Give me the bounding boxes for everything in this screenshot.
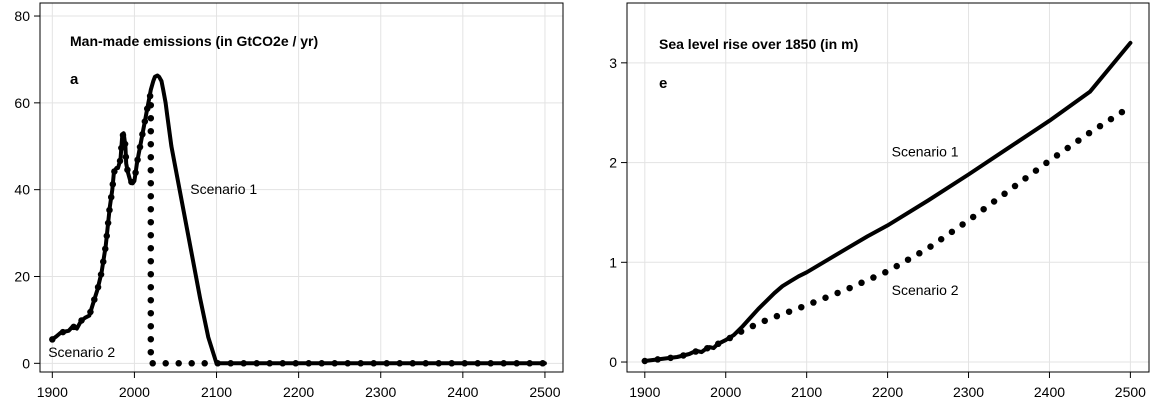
y-tick-label: 0 [609, 354, 617, 370]
emissions-series [49, 73, 549, 367]
sea-level-scenario-2-label: Scenario 2 [892, 282, 959, 298]
y-tick-label: 3 [609, 55, 617, 71]
sea-level-panel: 1900 2000 2100 2200 2300 2400 2500 0 1 2 3 Sea lev… [609, 2, 1150, 400]
x-tick-label: 1900 [37, 384, 68, 400]
x-tick-label: 2300 [953, 384, 984, 400]
emissions-scenario-1-line [50, 73, 547, 366]
emissions-panel: 1900 2000 2100 2200 2300 2400 2500 0 20 40 60 80 Ma… [14, 2, 564, 400]
emissions-scenario-2-line [49, 90, 549, 367]
x-tick-label: 2000 [119, 384, 150, 400]
y-tick-label: 20 [14, 268, 30, 284]
sea-level-series [641, 40, 1134, 365]
emissions-axes: 1900 2000 2100 2200 2300 2400 2500 0 20 40 60 80 [14, 2, 564, 400]
y-tick-label: 2 [609, 155, 617, 171]
emissions-gridlines [40, 3, 563, 372]
sea-level-scenario-2-line [641, 103, 1134, 365]
x-tick-label: 2400 [1034, 384, 1065, 400]
sea-level-chart-title: Sea level rise over 1850 (in m) [659, 36, 858, 52]
emissions-plot-frame [39, 2, 564, 373]
y-tick-label: 1 [609, 254, 617, 270]
x-tick-label: 2200 [283, 384, 314, 400]
x-tick-label: 2300 [365, 384, 396, 400]
sea-level-axes: 1900 2000 2100 2200 2300 2400 2500 0 1 2 3 [609, 2, 1150, 400]
emissions-scenario-2-label: Scenario 2 [48, 344, 115, 360]
x-tick-label: 2400 [447, 384, 478, 400]
emissions-panel-letter: a [70, 71, 79, 88]
y-tick-label: 60 [14, 95, 30, 111]
emissions-scenario-1-label: Scenario 1 [190, 181, 257, 197]
x-tick-label: 2200 [872, 384, 903, 400]
x-tick-label: 2500 [1115, 384, 1146, 400]
x-tick-label: 2100 [791, 384, 822, 400]
x-tick-label: 2500 [529, 384, 560, 400]
x-tick-label: 2100 [201, 384, 232, 400]
x-tick-label: 1900 [629, 384, 660, 400]
y-tick-label: 80 [14, 8, 30, 24]
emissions-chart-title: Man-made emissions (in GtCO2e / yr) [70, 33, 318, 49]
y-tick-label: 40 [14, 182, 30, 198]
sea-level-scenario-1-label: Scenario 1 [892, 144, 959, 160]
sea-level-scenario-1-line [642, 40, 1133, 363]
y-tick-label: 0 [22, 355, 30, 371]
x-tick-label: 2000 [710, 384, 741, 400]
sea-level-panel-letter: e [659, 75, 667, 92]
sea-level-gridlines [627, 3, 1149, 372]
